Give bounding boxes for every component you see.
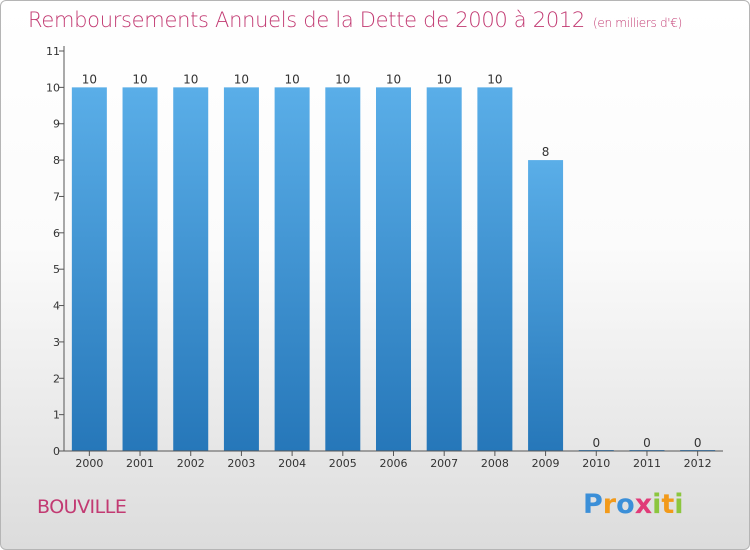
y-tick-label: 8 <box>53 154 60 167</box>
y-tick-label: 0 <box>53 445 60 458</box>
bar <box>274 87 310 451</box>
bar-value-label: 0 <box>694 436 702 450</box>
bar-value-label: 10 <box>132 72 147 86</box>
x-tick-label: 2010 <box>582 457 610 470</box>
y-tick-label: 7 <box>53 190 60 203</box>
logo-letter: i <box>652 489 662 520</box>
x-tick-label: 2001 <box>126 457 154 470</box>
y-tick-label: 5 <box>53 263 60 276</box>
x-tick-label: 2008 <box>481 457 509 470</box>
logo-letter: o <box>616 489 635 520</box>
x-tick-label: 2012 <box>684 457 712 470</box>
y-tick-label: 1 <box>53 409 60 422</box>
x-tick-label: 2006 <box>380 457 408 470</box>
x-tick-label: 2007 <box>430 457 458 470</box>
logo-letter: r <box>602 489 617 520</box>
y-tick-label: 2 <box>53 372 60 385</box>
bar <box>223 87 259 451</box>
bar <box>376 87 411 451</box>
bar-value-label: 0 <box>643 436 651 450</box>
bar <box>325 87 361 451</box>
bar-value-label: 8 <box>542 145 550 159</box>
y-axis: 0 1 2 3 4 5 6 7 8 9 10 11 <box>46 45 65 458</box>
bar-value-label: 10 <box>335 72 350 86</box>
bar-value-label: 10 <box>82 72 97 86</box>
bar <box>71 87 107 451</box>
x-tick-label: 2000 <box>75 457 103 470</box>
logo-letter: x <box>634 489 653 520</box>
proxiti-logo: Proxiti <box>583 489 684 520</box>
x-tick-label: 2003 <box>227 457 255 470</box>
bars: 10 10 10 10 10 10 10 10 10 8 0 0 0 <box>71 72 716 451</box>
chart-title-text: Remboursements Annuels de la Dette de 20… <box>28 8 585 32</box>
bar-value-label: 10 <box>284 72 299 86</box>
x-tick-label: 2005 <box>329 457 357 470</box>
chart-unit-note: (en milliers d'€) <box>593 16 683 30</box>
y-tick-label: 10 <box>46 81 60 94</box>
x-axis: 2000 2001 2002 2003 2004 2005 2006 2007 2008 2009… <box>64 450 723 470</box>
logo-letter: t <box>661 489 675 520</box>
commune-name: BOUVILLE <box>37 496 127 518</box>
bar-value-label: 10 <box>437 72 452 86</box>
y-tick-label: 11 <box>46 45 60 58</box>
x-tick-label: 2009 <box>532 457 560 470</box>
bar-value-label: 0 <box>592 436 600 450</box>
bar <box>122 87 158 451</box>
x-tick-label: 2004 <box>278 457 306 470</box>
y-tick-label: 9 <box>53 118 60 131</box>
x-tick-label: 2011 <box>633 457 661 470</box>
logo-letter: P <box>583 489 603 520</box>
logo-letter: i <box>674 489 684 520</box>
y-tick-label: 6 <box>53 227 60 240</box>
x-tick-label: 2002 <box>177 457 205 470</box>
bar <box>477 87 513 451</box>
bar <box>426 87 462 451</box>
bar <box>528 160 564 451</box>
bar-value-label: 10 <box>386 72 401 86</box>
bar-value-label: 10 <box>487 72 502 86</box>
y-tick-label: 3 <box>53 336 60 349</box>
chart-title: Remboursements Annuels de la Dette de 20… <box>28 8 682 32</box>
y-tick-label: 4 <box>53 300 60 313</box>
bar-value-label: 10 <box>234 72 249 86</box>
bar-value-label: 10 <box>183 72 198 86</box>
bar <box>173 87 209 451</box>
